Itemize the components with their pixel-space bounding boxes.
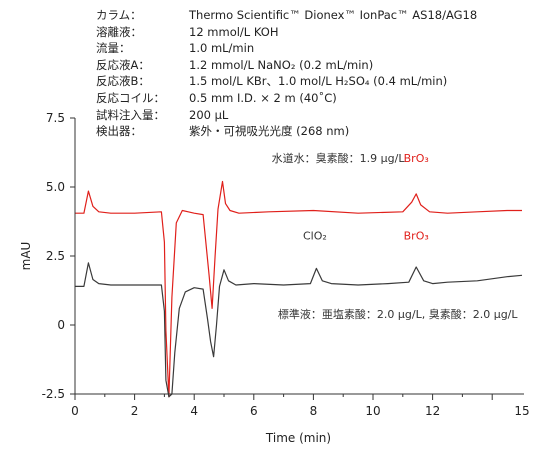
condition-label: 試料注入量： bbox=[96, 107, 165, 122]
x-tick-label: 15 bbox=[514, 404, 529, 418]
annotation-label: BrO₃ bbox=[404, 229, 429, 242]
x-tick-label: 0 bbox=[71, 404, 79, 418]
y-tick-label: -2.5 bbox=[42, 387, 65, 401]
condition-value: 紫外・可視吸光光度 (268 nm) bbox=[189, 124, 350, 139]
condition-label: 反応液B： bbox=[96, 74, 150, 89]
annotation-label: 標準液：亜塩素酸：2.0 μg/L, 臭素酸：2.0 μg/L bbox=[278, 307, 518, 321]
condition-row: 反応コイル： 0.5 mm I.D. × 2 m (40˚C) bbox=[96, 90, 477, 107]
conditions-block: カラム： Thermo Scientific™ Dionex™ IonPac™ A… bbox=[96, 7, 477, 140]
series-line bbox=[75, 180, 522, 398]
condition-value: 1.0 mL/min bbox=[189, 41, 255, 56]
y-tick-label: 0 bbox=[57, 318, 65, 332]
y-tick-label: 7.5 bbox=[46, 111, 65, 125]
annotation-label: ClO₂ bbox=[303, 229, 327, 242]
condition-row: カラム： Thermo Scientific™ Dionex™ IonPac™ A… bbox=[96, 7, 477, 24]
condition-row: 反応液A： 1.2 mmol/L NaNO₂ (0.2 mL/min) bbox=[96, 57, 477, 74]
condition-row: 検出器： 紫外・可視吸光光度 (268 nm) bbox=[96, 123, 477, 140]
condition-label: 反応液A： bbox=[96, 57, 150, 72]
x-tick-label: 12 bbox=[425, 404, 440, 418]
y-axis-title: mAU bbox=[19, 242, 33, 271]
annotation-label: BrO₃ bbox=[404, 152, 429, 165]
ticks-layer: -2.5 0 2.5 5.0 7.5 0 2 4 6 8 10 12 15 bbox=[42, 111, 530, 418]
condition-label: 流量： bbox=[96, 41, 131, 56]
condition-row: 流量： 1.0 mL/min bbox=[96, 40, 477, 57]
x-tick-label: 2 bbox=[131, 404, 139, 418]
x-tick-label: 6 bbox=[250, 404, 258, 418]
x-axis-title: Time (min) bbox=[265, 431, 331, 445]
condition-row: 反応液B： 1.5 mol/L KBr、1.0 mol/L H₂SO₄ (0.4 … bbox=[96, 73, 477, 90]
condition-value: 12 mmol/L KOH bbox=[189, 24, 279, 39]
series-line bbox=[75, 262, 523, 398]
x-tick-label: 8 bbox=[310, 404, 318, 418]
condition-label: 検出器： bbox=[96, 124, 142, 139]
condition-row: 溶離液： 12 mmol/L KOH bbox=[96, 24, 477, 41]
y-tick-label: 2.5 bbox=[46, 249, 65, 263]
condition-value: 1.2 mmol/L NaNO₂ (0.2 mL/min) bbox=[189, 57, 374, 72]
condition-value: 200 μL bbox=[189, 107, 229, 122]
condition-label: 反応コイル： bbox=[96, 90, 165, 105]
x-tick-label: 4 bbox=[190, 404, 198, 418]
y-tick-label: 5.0 bbox=[46, 180, 65, 194]
condition-label: 溶離液： bbox=[96, 24, 142, 39]
annotation-label: 水道水：臭素酸：1.9 μg/L bbox=[272, 151, 406, 165]
x-tick-label: 10 bbox=[365, 404, 380, 418]
condition-value: 1.5 mol/L KBr、1.0 mol/L H₂SO₄ (0.4 mL/mi… bbox=[189, 74, 448, 89]
condition-value: Thermo Scientific™ Dionex™ IonPac™ AS18/… bbox=[189, 8, 478, 22]
condition-label: カラム： bbox=[96, 8, 142, 22]
condition-row: 試料注入量： 200 μL bbox=[96, 107, 477, 124]
condition-value: 0.5 mm I.D. × 2 m (40˚C) bbox=[189, 90, 337, 105]
series-layer bbox=[75, 180, 523, 398]
